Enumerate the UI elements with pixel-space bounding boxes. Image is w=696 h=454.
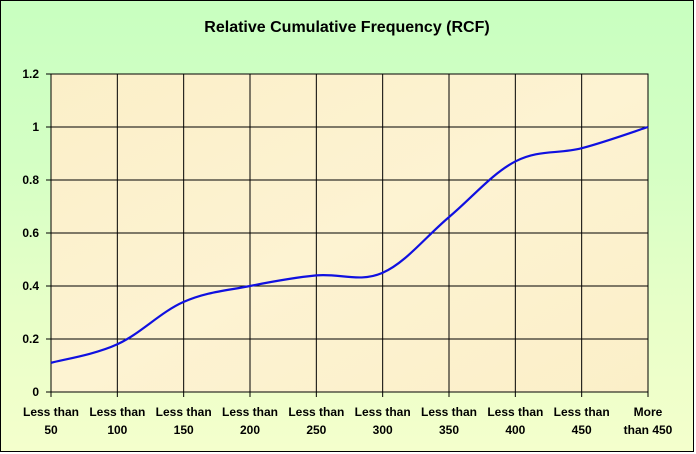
chart-title: Relative Cumulative Frequency (RCF): [204, 19, 490, 36]
x-tick-label: Less than: [222, 405, 278, 419]
y-tick-label: 0.2: [22, 332, 39, 346]
x-tick-label: than 450: [624, 423, 673, 437]
x-tick-label: 350: [439, 423, 459, 437]
y-tick-label: 0.4: [22, 279, 39, 293]
y-tick-label: 1.2: [22, 67, 39, 81]
x-tick-label: 450: [572, 423, 592, 437]
x-tick-label: Less than: [487, 405, 543, 419]
x-tick-label: 250: [306, 423, 326, 437]
x-tick-label: 150: [174, 423, 194, 437]
x-tick-label: Less than: [355, 405, 411, 419]
x-tick-label: 200: [240, 423, 260, 437]
x-tick-label: Less than: [421, 405, 477, 419]
x-tick-label: 100: [107, 423, 127, 437]
y-tick-label: 0.8: [22, 173, 39, 187]
x-tick-label: Less than: [554, 405, 610, 419]
series-line: [50, 125, 649, 364]
y-tick-label: 0: [32, 385, 39, 399]
y-tick-label: 0.6: [22, 226, 39, 240]
x-tick-label: 50: [44, 423, 58, 437]
y-tick-label: 1: [32, 120, 39, 134]
x-tick-label: Less than: [23, 405, 79, 419]
x-tick-label: Less than: [288, 405, 344, 419]
x-tick-label: Less than: [89, 405, 145, 419]
x-tick-label: 300: [373, 423, 393, 437]
x-tick-label: More: [634, 405, 663, 419]
x-tick-label: Less than: [156, 405, 212, 419]
x-tick-label: 400: [505, 423, 525, 437]
